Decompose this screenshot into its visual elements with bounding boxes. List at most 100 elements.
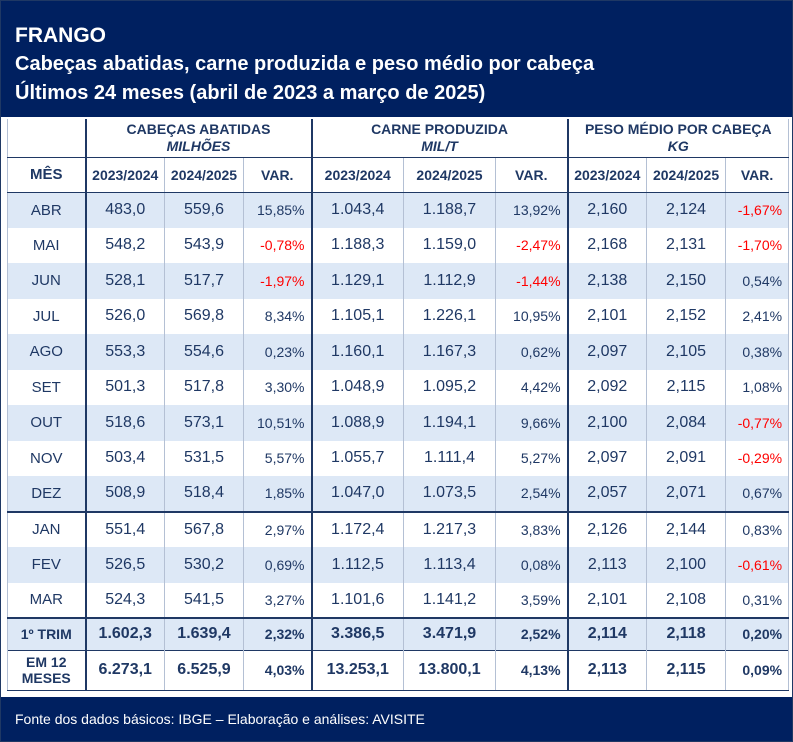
- table-row: JUN 528,1 517,7 -1,97% 1.129,1 1.112,9 -1,44% 2…: [7, 263, 790, 299]
- table-row: FEV 526,5 530,2 0,69% 1.112,5 1.113,4 0,08% 2,1…: [7, 547, 790, 583]
- value-cell: 1.088,9: [310, 405, 404, 441]
- variation-cell: 0,09%: [725, 649, 790, 691]
- value-cell: 524,3: [84, 582, 165, 618]
- group-unit: MILHÕES: [166, 137, 231, 154]
- table-row: MAR 524,3 541,5 3,27% 1.101,6 1.141,2 3,59% 2,1…: [7, 582, 790, 618]
- group-name: PESO MÉDIO POR CABEÇA: [584, 120, 772, 137]
- group-header-row: CABEÇAS ABATIDAS MILHÕES CARNE PRODUZIDA…: [7, 119, 790, 158]
- value-cell: 1.043,4: [310, 192, 404, 228]
- value-cell: 483,0: [84, 192, 165, 228]
- value-cell: 2,138: [566, 263, 648, 299]
- variation-cell: 2,97%: [243, 510, 312, 547]
- value-cell: 569,8: [164, 298, 244, 334]
- value-cell: 2,118: [646, 617, 727, 650]
- table-row: JAN 551,4 567,8 2,97% 1.172,4 1.217,3 3,83% 2,1…: [7, 510, 790, 547]
- value-cell: 1.095,2: [403, 369, 496, 405]
- value-cell: 551,4: [84, 510, 165, 547]
- value-cell: 1.188,7: [403, 192, 496, 228]
- value-cell: 1.047,0: [310, 476, 404, 512]
- variation-cell: 5,27%: [494, 440, 569, 476]
- value-cell: 1.188,3: [310, 227, 404, 263]
- month-cell: JAN: [7, 510, 86, 547]
- table-row: NOV 503,4 531,5 5,57% 1.055,7 1.111,4 5,27% 2,0…: [7, 440, 790, 476]
- variation-cell: -1,97%: [243, 263, 312, 299]
- value-cell: 1.226,1: [403, 298, 496, 334]
- report-header: FRANGO Cabeças abatidas, carne produzida…: [1, 1, 792, 117]
- value-cell: 2,071: [646, 476, 727, 512]
- value-cell: 1.217,3: [403, 510, 496, 547]
- value-cell: 1.105,1: [310, 298, 404, 334]
- value-cell: 1.113,4: [403, 547, 496, 583]
- month-cell: DEZ: [7, 476, 86, 512]
- variation-cell: 8,34%: [243, 298, 312, 334]
- value-cell: 1.194,1: [403, 405, 496, 441]
- month-cell: AGO: [7, 334, 86, 370]
- value-cell: 2,108: [646, 582, 727, 618]
- value-cell: 2,097: [566, 334, 648, 370]
- data-table-wrapper: CABEÇAS ABATIDAS MILHÕES CARNE PRODUZIDA…: [7, 119, 790, 691]
- value-cell: 3.386,5: [310, 617, 404, 650]
- value-cell: 517,7: [164, 263, 244, 299]
- group-header-empty: [7, 119, 86, 158]
- variation-cell: 3,59%: [494, 582, 569, 618]
- column-header: 2023/2024: [566, 157, 648, 193]
- value-cell: 2,160: [566, 192, 648, 228]
- variation-cell: 4,03%: [243, 649, 312, 691]
- variation-cell: 0,31%: [725, 582, 790, 618]
- value-cell: 2,113: [566, 547, 648, 583]
- column-header: VAR.: [725, 157, 790, 193]
- variation-cell: 15,85%: [243, 192, 312, 228]
- variation-cell: -2,47%: [494, 227, 569, 263]
- variation-cell: 0,23%: [243, 334, 312, 370]
- month-cell: SET: [7, 369, 86, 405]
- header-title: Cabeças abatidas, carne produzida e peso…: [15, 53, 595, 75]
- month-cell: NOV: [7, 440, 86, 476]
- value-cell: 1.167,3: [403, 334, 496, 370]
- table-row: DEZ 508,9 518,4 1,85% 1.047,0 1.073,5 2,54% 2,0…: [7, 476, 790, 512]
- group-unit: MIL/T: [421, 137, 458, 154]
- variation-cell: 10,95%: [494, 298, 569, 334]
- data-table: CABEÇAS ABATIDAS MILHÕES CARNE PRODUZIDA…: [7, 119, 790, 691]
- month-cell: EM 12 MESES: [7, 649, 86, 691]
- value-cell: 2,150: [646, 263, 727, 299]
- value-cell: 1.112,5: [310, 547, 404, 583]
- value-cell: 559,6: [164, 192, 244, 228]
- group-header-peso: PESO MÉDIO POR CABEÇA KG: [566, 119, 790, 158]
- variation-cell: 0,69%: [243, 547, 312, 583]
- month-cell: 1º TRIM: [7, 617, 86, 650]
- source-footer: Fonte dos dados básicos: IBGE – Elaboraç…: [1, 697, 792, 741]
- value-cell: 1.159,0: [403, 227, 496, 263]
- value-cell: 2,100: [646, 547, 727, 583]
- value-cell: 1.055,7: [310, 440, 404, 476]
- column-header: VAR.: [494, 157, 569, 193]
- value-cell: 2,101: [566, 298, 648, 334]
- variation-cell: 1,08%: [725, 369, 790, 405]
- value-cell: 2,084: [646, 405, 727, 441]
- variation-cell: 4,42%: [494, 369, 569, 405]
- value-cell: 2,113: [566, 649, 648, 691]
- value-cell: 508,9: [84, 476, 165, 512]
- variation-cell: 0,38%: [725, 334, 790, 370]
- month-cell: ABR: [7, 192, 86, 228]
- value-cell: 528,1: [84, 263, 165, 299]
- value-cell: 3.471,9: [403, 617, 496, 650]
- value-cell: 503,4: [84, 440, 165, 476]
- variation-cell: 2,32%: [243, 617, 312, 650]
- value-cell: 548,2: [84, 227, 165, 263]
- value-cell: 1.160,1: [310, 334, 404, 370]
- value-cell: 2,097: [566, 440, 648, 476]
- value-cell: 2,131: [646, 227, 727, 263]
- value-cell: 2,126: [566, 510, 648, 547]
- value-cell: 1.602,3: [84, 617, 165, 650]
- value-cell: 1.639,4: [164, 617, 244, 650]
- value-cell: 2,152: [646, 298, 727, 334]
- variation-cell: 2,52%: [494, 617, 569, 650]
- value-cell: 2,144: [646, 510, 727, 547]
- value-cell: 1.141,2: [403, 582, 496, 618]
- value-cell: 2,168: [566, 227, 648, 263]
- value-cell: 1.048,9: [310, 369, 404, 405]
- variation-cell: 0,20%: [725, 617, 790, 650]
- value-cell: 2,124: [646, 192, 727, 228]
- table-row: SET 501,3 517,8 3,30% 1.048,9 1.095,2 4,42% 2,0…: [7, 369, 790, 405]
